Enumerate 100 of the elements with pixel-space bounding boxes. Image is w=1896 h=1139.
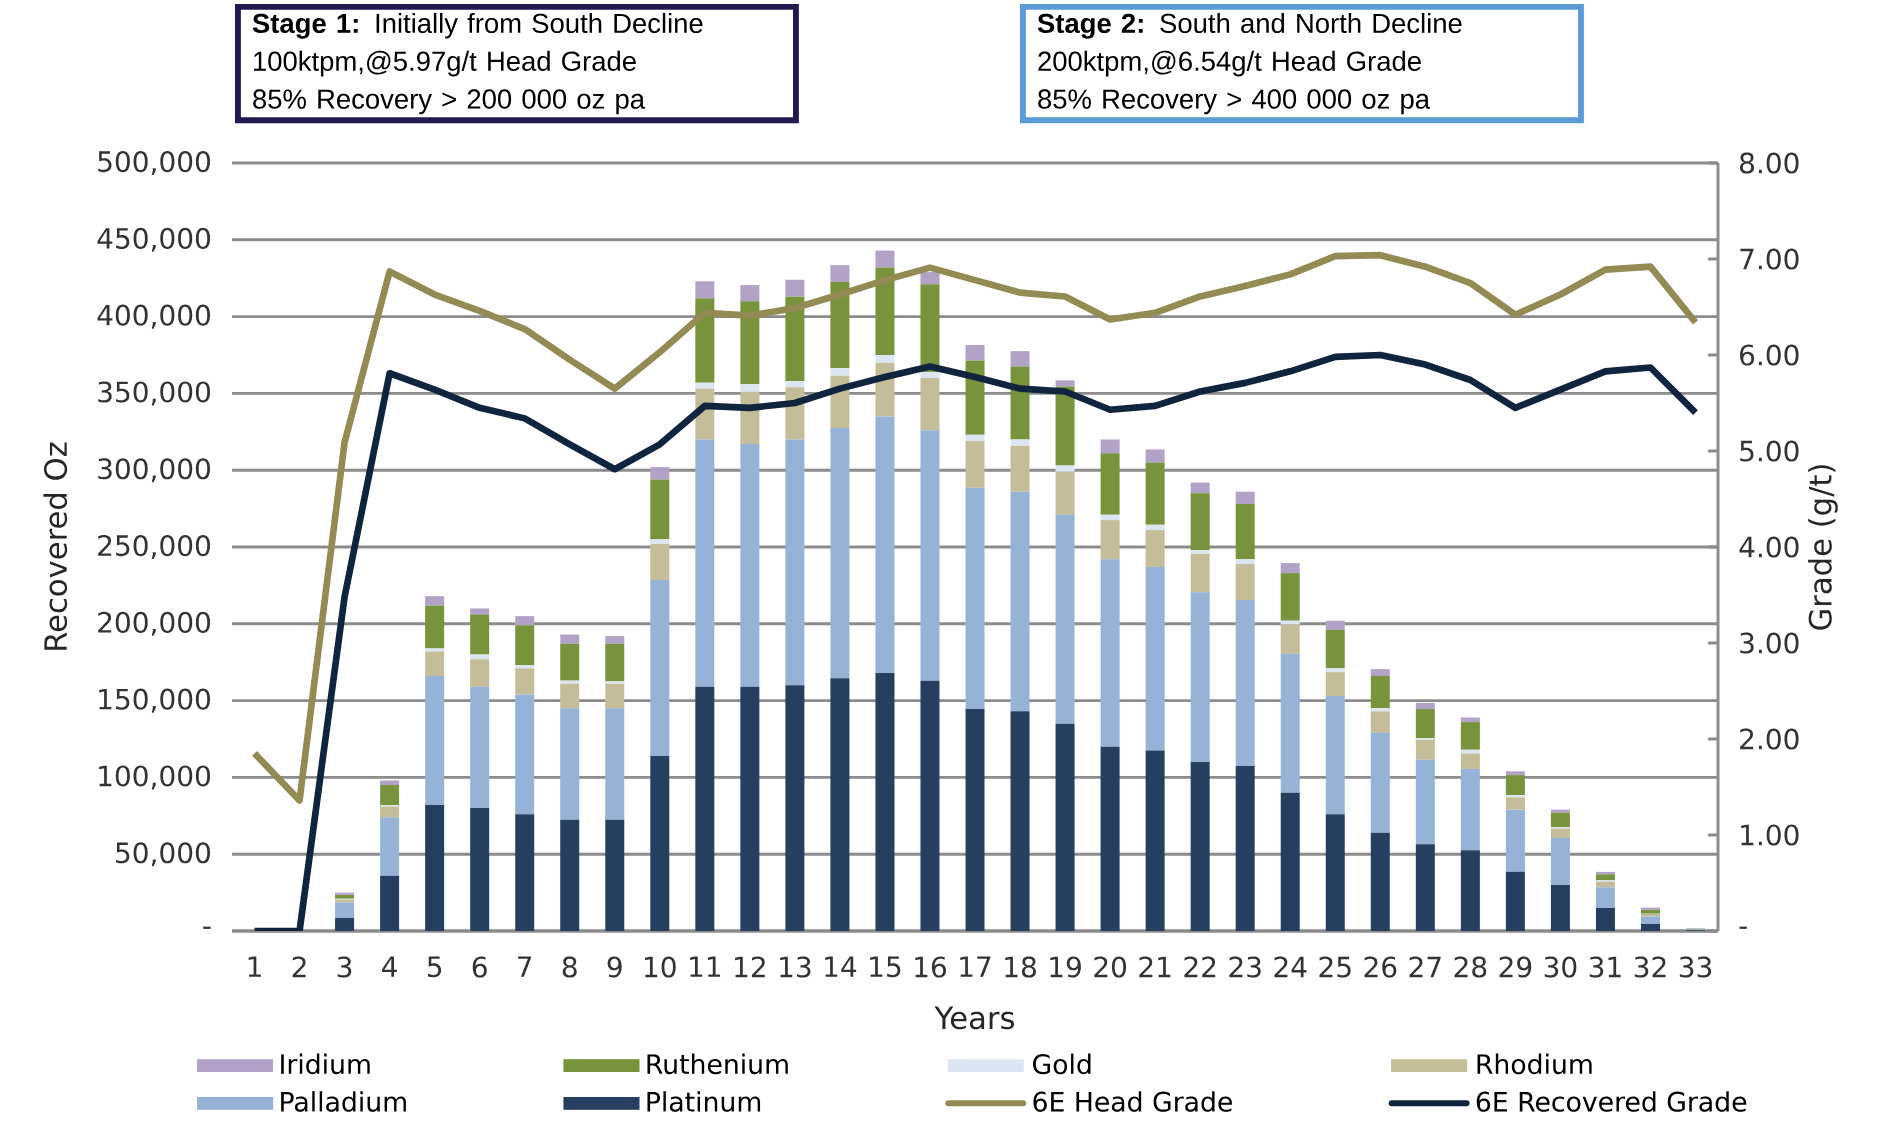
x-tick-label: 7 xyxy=(518,956,532,977)
x-tick-label: 14 xyxy=(825,956,857,977)
bar xyxy=(1100,746,1120,931)
y2-tick-label: 2.00 xyxy=(1740,728,1799,750)
bar xyxy=(1010,711,1030,931)
bar xyxy=(1415,709,1435,739)
bar xyxy=(425,651,445,677)
bar xyxy=(380,817,400,876)
bar xyxy=(605,683,625,709)
bar xyxy=(560,634,580,644)
bar xyxy=(1235,504,1255,560)
bar xyxy=(740,444,760,687)
bar xyxy=(1370,708,1390,712)
x-tick-label: 20 xyxy=(1094,956,1127,978)
y2-tick-label: 6.00 xyxy=(1740,344,1799,366)
bar xyxy=(1190,550,1210,554)
x-tick-label: 15 xyxy=(870,956,901,978)
bar xyxy=(695,281,715,299)
y-tick-label: 250,000 xyxy=(98,534,211,560)
bar xyxy=(1010,351,1030,367)
x-tick-label: 5 xyxy=(427,956,442,978)
bar xyxy=(875,267,895,355)
bar xyxy=(1100,514,1120,521)
x-tick-label: 17 xyxy=(960,956,991,977)
legend-label: Rhodium xyxy=(1477,1053,1592,1075)
legend-label: Ruthenium xyxy=(647,1053,788,1075)
bar xyxy=(605,708,625,820)
bar xyxy=(830,678,850,931)
bar xyxy=(335,902,355,918)
bar xyxy=(1235,559,1255,564)
bar xyxy=(605,819,625,931)
bar xyxy=(740,686,760,931)
x-tick-label: 32 xyxy=(1634,956,1666,978)
y-tick-label: 300,000 xyxy=(98,458,211,483)
x-tick-label: 16 xyxy=(915,956,946,978)
y2-tick-label: 7.00 xyxy=(1740,248,1799,270)
bar xyxy=(830,265,850,283)
bar xyxy=(830,427,850,679)
bar xyxy=(1280,624,1300,654)
bar xyxy=(1550,828,1570,839)
y2-tick-label: - xyxy=(1739,926,1747,929)
bar xyxy=(1595,907,1615,931)
bar xyxy=(1550,812,1570,828)
bar xyxy=(560,643,580,681)
bar xyxy=(1055,386,1075,466)
bar xyxy=(515,625,535,666)
bar xyxy=(1010,491,1030,712)
bar xyxy=(470,808,490,931)
x-tick-label: 28 xyxy=(1454,956,1487,978)
bar xyxy=(695,439,715,687)
x-axis-title: Years xyxy=(934,1006,1014,1030)
x-tick-label: 8 xyxy=(562,956,577,978)
bar xyxy=(425,648,445,652)
bar xyxy=(650,580,670,756)
y-tick-label: 500,000 xyxy=(98,150,211,176)
bar xyxy=(740,384,760,392)
legend-label: Palladium xyxy=(281,1091,406,1112)
x-tick-label: 11 xyxy=(690,956,721,977)
text: Stage 2: South and North Decline xyxy=(1037,12,1462,39)
bar xyxy=(1190,762,1210,931)
x-tick-label: 6 xyxy=(472,956,487,978)
y-tick-label: 450,000 xyxy=(97,227,211,252)
bar xyxy=(1235,765,1255,931)
bar xyxy=(1505,775,1525,796)
bar xyxy=(965,434,985,442)
bar xyxy=(1055,723,1075,931)
bar xyxy=(515,694,535,815)
x-tick-label: 3 xyxy=(337,956,352,978)
bar xyxy=(830,282,850,369)
x-tick-label: 25 xyxy=(1319,956,1351,978)
bar xyxy=(1640,909,1660,914)
bar xyxy=(1595,887,1615,908)
bar xyxy=(695,298,715,383)
x-tick-label: 2 xyxy=(292,956,306,978)
x-tick-label: 13 xyxy=(780,956,811,978)
y-tick-label: 200,000 xyxy=(98,611,211,636)
bar xyxy=(1280,573,1300,621)
bar xyxy=(650,543,670,581)
bar xyxy=(380,785,400,806)
bar xyxy=(335,894,355,899)
x-tick-label: 4 xyxy=(382,956,397,977)
bar xyxy=(1460,753,1480,769)
bar xyxy=(740,285,760,302)
bar xyxy=(1370,676,1390,709)
bar xyxy=(1280,792,1300,931)
bar xyxy=(965,345,985,361)
bar xyxy=(1235,600,1255,766)
bar xyxy=(1280,653,1300,793)
x-tick-label: 9 xyxy=(607,956,622,978)
x-tick-label: 10 xyxy=(645,956,676,978)
bar xyxy=(1145,449,1165,463)
bar xyxy=(875,250,895,268)
bar xyxy=(1235,491,1255,504)
bar xyxy=(1640,924,1660,931)
text: 200ktpm,@6.54g/t Head Grade xyxy=(1038,50,1421,77)
bar xyxy=(1415,739,1435,760)
bar xyxy=(875,416,895,673)
bar xyxy=(380,806,400,818)
bar xyxy=(785,279,805,297)
text: Stage 1: Initially from South Decline xyxy=(252,12,703,39)
